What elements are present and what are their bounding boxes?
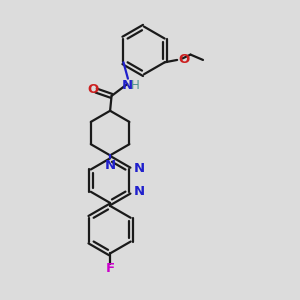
Text: N: N (134, 162, 145, 176)
Text: H: H (131, 79, 140, 92)
Text: O: O (87, 83, 98, 96)
Text: N: N (134, 185, 145, 198)
Text: O: O (178, 53, 190, 66)
Text: F: F (106, 262, 115, 275)
Text: N: N (122, 79, 133, 92)
Text: N: N (104, 159, 116, 172)
